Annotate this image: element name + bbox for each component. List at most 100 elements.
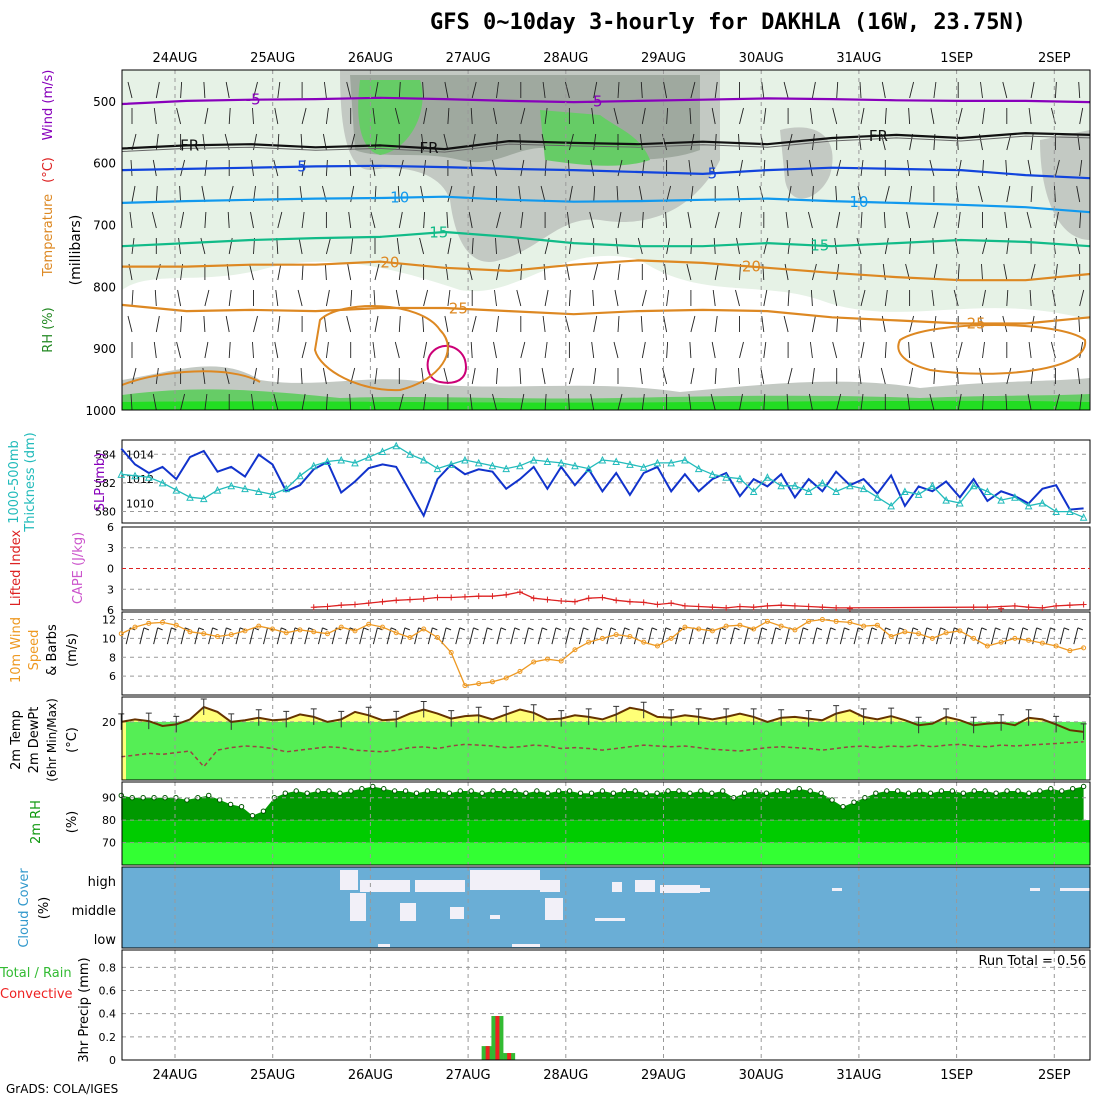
upper-wind-barb	[371, 393, 376, 411]
upper-wind-barb	[447, 185, 453, 203]
upper-wind-barb	[761, 315, 765, 333]
surface-wind-barb-flag	[1050, 627, 1056, 631]
li-marker	[764, 602, 771, 609]
upper-wind-barb	[714, 81, 718, 99]
upper-wind-barb	[544, 393, 547, 411]
upper-wind-barb	[446, 211, 449, 229]
temp-minmax-bar	[338, 710, 345, 728]
upper-wind-barb	[471, 315, 477, 333]
upper-wind-barb	[662, 367, 668, 385]
surface-wind-barb-flag	[844, 627, 850, 631]
thickness-ylabel-2: Thickness (dm)	[23, 432, 38, 532]
upper-wind-barb	[423, 341, 428, 359]
temp-minmax-bar	[530, 704, 537, 721]
rh2m-marker	[632, 788, 638, 794]
cloud-high-block	[660, 885, 700, 893]
surface-wind-barb	[345, 627, 351, 645]
thickness-marker	[323, 457, 332, 465]
upper-wind-barb	[763, 341, 767, 359]
surface-wind-barb	[784, 627, 790, 645]
thickness-marker	[474, 458, 483, 467]
upper-wind-barb	[544, 107, 548, 125]
temp-minmax-bar	[613, 705, 620, 723]
upper-wind-barb	[204, 107, 209, 125]
upper-wind-barb	[325, 393, 328, 411]
thickness-marker	[887, 501, 895, 510]
contour-label-FR: FR	[180, 136, 199, 154]
upper-wind-barb	[786, 393, 789, 411]
upper-wind-barb	[423, 159, 427, 177]
temp-minmax-bar	[1025, 709, 1032, 726]
upper-wind-barb	[739, 107, 744, 125]
upper-wind-barb	[1026, 211, 1032, 229]
upper-wind-barb	[398, 81, 401, 99]
li-marker	[461, 593, 468, 600]
upper-wind-barb	[277, 367, 280, 385]
li-marker	[475, 593, 482, 600]
rh2m-marker	[840, 803, 846, 810]
rh2m-marker	[315, 788, 321, 794]
contour-label-20: 20	[742, 258, 761, 276]
thickness-marker	[708, 470, 717, 478]
temp-minmax-bar	[448, 710, 455, 727]
rh2m-marker	[1048, 786, 1054, 792]
temp-minmax-bar	[723, 708, 730, 725]
thickness-marker	[309, 461, 318, 470]
surface-wind-barb	[523, 627, 529, 645]
surface-wind-barb	[1018, 627, 1024, 645]
upper-wind-barb	[301, 211, 305, 229]
rh2m-marker	[118, 792, 124, 799]
precip-ytick-0.8: 0.8	[99, 961, 117, 974]
surface-wind-barb-flag	[569, 627, 575, 631]
surface-wind-barb	[675, 627, 681, 645]
rh2m-marker	[545, 790, 551, 796]
cloud-high-block	[470, 870, 500, 890]
rh2m-marker	[588, 790, 595, 796]
rh2m-marker	[304, 790, 310, 796]
thickness-marker	[282, 484, 291, 493]
rh2m-marker	[599, 788, 606, 794]
upper-wind-barb	[1005, 393, 1008, 411]
rh2m-marker	[709, 790, 715, 796]
upper-wind-barb	[398, 263, 402, 281]
upper-wind-barb	[760, 367, 765, 385]
chart-title: GFS 0~10day 3-hourly for DAKHLA (16W, 23…	[430, 10, 1027, 35]
upper-wind-barb	[666, 289, 670, 307]
cloud-high-block	[500, 870, 540, 890]
upper-wind-barb	[394, 341, 400, 359]
upper-wind-barb	[422, 81, 425, 99]
upper-wind-barb	[544, 159, 547, 177]
upper-wind-barb	[350, 237, 354, 255]
li-marker	[1080, 601, 1087, 608]
cloud-mid-block	[350, 893, 366, 921]
upper-wind-barb	[690, 81, 696, 99]
wind-speed-marker	[379, 624, 385, 630]
wind-speed-marker	[764, 618, 770, 624]
upper-wind-barb	[251, 393, 254, 411]
upper-wind-barb	[884, 185, 890, 203]
rh2m-marker	[687, 790, 693, 796]
li-marker	[434, 594, 441, 601]
wind-speed-marker	[1067, 648, 1073, 654]
surface-wind-barb	[853, 627, 859, 645]
surface-wind-barb-flag	[322, 627, 328, 631]
upper-wind-barb	[516, 289, 522, 307]
cloud-high-block	[832, 888, 842, 891]
temp-minmax-bar	[200, 698, 207, 715]
thickness-marker	[213, 485, 222, 494]
surface-wind-barb	[633, 627, 639, 645]
rh2m-marker	[512, 788, 518, 794]
wind-speed-line	[121, 618, 1084, 687]
upper-wind-barb	[372, 107, 376, 125]
bottom-xtick-6: 30AUG	[739, 1068, 784, 1083]
upper-wind-barb	[394, 107, 400, 125]
thickness-marker	[144, 473, 153, 481]
temp-minmax-bar	[833, 705, 840, 722]
upper-wind-barb	[1079, 393, 1083, 411]
upper-wind-barb	[152, 393, 157, 411]
upper-wind-barb	[617, 81, 620, 99]
thickness-marker	[639, 463, 648, 471]
upper-wind-barb	[909, 367, 914, 385]
upper-wind-barb	[274, 341, 279, 359]
upper-wind-barb	[590, 159, 595, 177]
